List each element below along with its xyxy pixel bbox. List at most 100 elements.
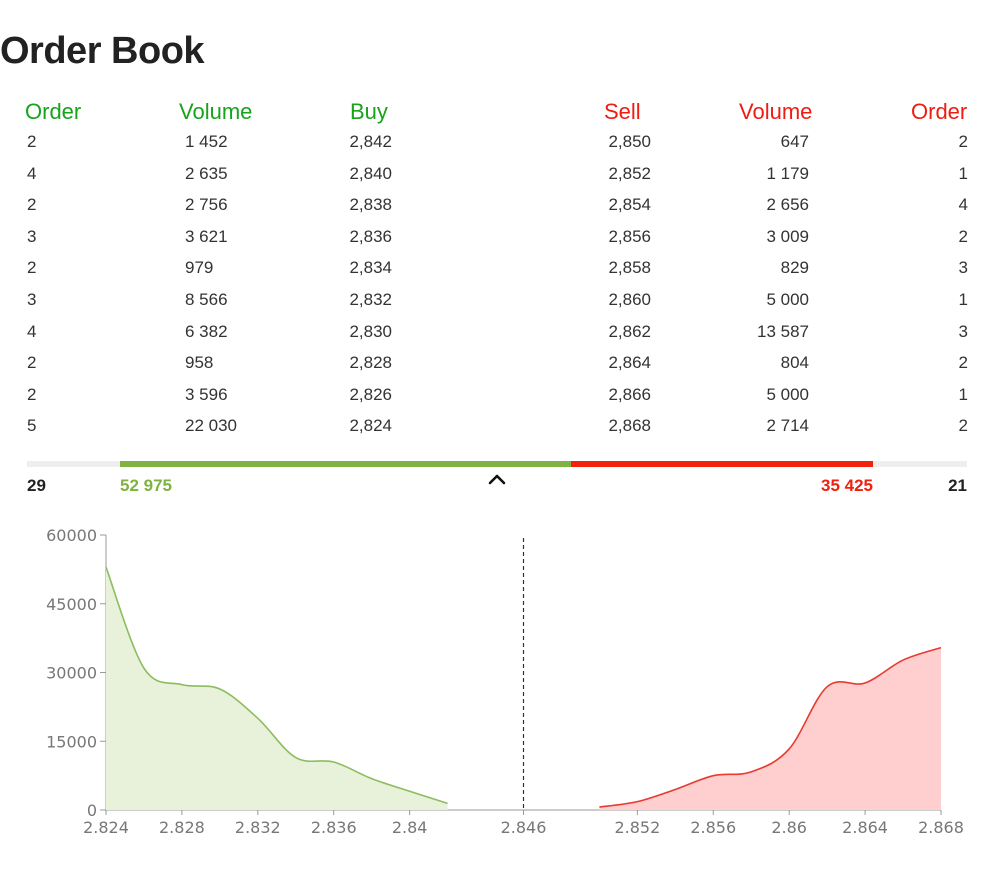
chevron-up-icon (488, 474, 506, 485)
buy-order-count: 2 (27, 384, 37, 404)
buy-order-count: 4 (27, 163, 37, 183)
sell-price: 2,866 (608, 384, 651, 404)
depth-chart: 0 15000 30000 45000 60000 2.824 2.828 2.832 2.83… (46, 526, 964, 837)
x-tick-label: 2.824 (83, 818, 129, 837)
buy-order-count: 2 (27, 195, 37, 215)
buy-price-header[interactable]: Buy (350, 99, 388, 124)
buy-price: 2,840 (349, 163, 392, 183)
x-tick-label: 2.828 (159, 818, 205, 837)
buy-order-count: 3 (27, 226, 37, 246)
buy-order-count: 2 (27, 258, 37, 278)
y-tick-label: 0 (87, 801, 97, 820)
buy-order-count: 5 (27, 416, 37, 436)
order-book-table: 2 1 452 2,842 2,850 647 2 4 2 635 2,840 … (0, 127, 1000, 443)
sell-volume: 2 714 (766, 416, 809, 436)
total-sell-volume: 35 425 (821, 476, 873, 495)
buy-price: 2,836 (349, 226, 392, 246)
sell-price-header[interactable]: Sell (604, 99, 641, 124)
sell-order-count: 1 (958, 289, 968, 309)
buy-price: 2,826 (349, 384, 392, 404)
sell-depth-line (599, 646, 942, 808)
table-row[interactable]: 3 3 621 2,836 2,856 3 009 2 (0, 222, 1000, 254)
y-tick-label: 15000 (46, 732, 97, 751)
sell-order-count: 4 (958, 195, 968, 215)
sell-volume: 13 587 (757, 321, 809, 341)
total-buy-volume: 52 975 (120, 476, 172, 495)
sell-order-count: 3 (958, 321, 968, 341)
sell-price: 2,858 (608, 258, 651, 278)
table-row[interactable]: 2 979 2,834 2,858 829 3 (0, 253, 1000, 285)
buy-depth-area (106, 567, 448, 810)
sell-volume: 5 000 (766, 384, 809, 404)
table-row[interactable]: 2 1 452 2,842 2,850 647 2 (0, 127, 1000, 159)
buy-order-count: 2 (27, 353, 37, 373)
table-row[interactable]: 2 3 596 2,826 2,866 5 000 1 (0, 380, 1000, 412)
sell-volume-header[interactable]: Volume (739, 99, 813, 124)
buy-order-count: 2 (27, 132, 37, 151)
buy-order-header[interactable]: Order (25, 99, 82, 124)
buy-price: 2,842 (349, 132, 392, 151)
x-tick-label: 2.864 (842, 818, 888, 837)
table-row[interactable]: 2 958 2,828 2,864 804 2 (0, 348, 1000, 380)
collapse-toggle-button[interactable] (484, 470, 510, 490)
sell-order-header[interactable]: Order (911, 99, 968, 124)
sell-order-count: 3 (958, 258, 968, 278)
buy-order-count: 3 (27, 289, 37, 309)
sell-order-count: 1 (958, 163, 968, 183)
buy-volume-bar (120, 461, 572, 467)
sell-price: 2,856 (608, 226, 651, 246)
page-title: Order Book (0, 30, 205, 72)
table-row[interactable]: 5 22 030 2,824 2,868 2 714 2 (0, 411, 1000, 443)
buy-volume: 3 621 (185, 226, 228, 246)
sell-volume: 829 (780, 258, 809, 278)
x-tick-label: 2.852 (614, 818, 660, 837)
buy-price: 2,830 (349, 321, 392, 341)
x-tick-label: 2.86 (771, 818, 807, 837)
y-tick-label: 30000 (46, 664, 97, 683)
buy-volume: 958 (185, 353, 214, 373)
x-tick-label: 2.846 (501, 818, 547, 837)
table-row[interactable]: 3 8 566 2,832 2,860 5 000 1 (0, 285, 1000, 317)
sell-price: 2,854 (608, 195, 651, 215)
sell-volume: 5 000 (766, 289, 809, 309)
total-sell-orders: 21 (948, 476, 967, 495)
sell-price: 2,850 (608, 132, 651, 151)
buy-price: 2,838 (349, 195, 392, 215)
buy-volume: 1 452 (185, 132, 228, 151)
x-tick-label: 2.84 (392, 818, 428, 837)
sell-volume: 804 (780, 353, 809, 373)
buy-volume: 979 (185, 258, 214, 278)
sell-order-count: 2 (958, 132, 968, 151)
buy-price: 2,832 (349, 289, 392, 309)
buy-volume: 3 596 (185, 384, 228, 404)
buy-volume-header[interactable]: Volume (179, 99, 253, 124)
buy-volume: 2 756 (185, 195, 228, 215)
sell-volume: 3 009 (766, 226, 809, 246)
sell-volume: 2 656 (766, 195, 809, 215)
sell-volume-bar (571, 461, 873, 467)
buy-volume: 22 030 (185, 416, 237, 436)
buy-price: 2,828 (349, 353, 392, 373)
table-row[interactable]: 2 2 756 2,838 2,854 2 656 4 (0, 190, 1000, 222)
sell-depth-area (599, 647, 941, 810)
table-row[interactable]: 4 2 635 2,840 2,852 1 179 1 (0, 159, 1000, 191)
buy-depth-line (105, 566, 448, 805)
sell-order-count: 1 (958, 384, 968, 404)
table-row[interactable]: 4 6 382 2,830 2,862 13 587 3 (0, 317, 1000, 349)
sell-price: 2,864 (608, 353, 651, 373)
sell-price: 2,868 (608, 416, 651, 436)
sell-order-count: 2 (958, 416, 968, 436)
buy-price: 2,824 (349, 416, 392, 436)
x-tick-label: 2.856 (690, 818, 736, 837)
x-tick-label: 2.836 (311, 818, 357, 837)
buy-price: 2,834 (349, 258, 392, 278)
sell-price: 2,860 (608, 289, 651, 309)
buy-volume: 2 635 (185, 163, 228, 183)
buy-volume: 6 382 (185, 321, 228, 341)
sell-price: 2,862 (608, 321, 651, 341)
buy-order-count: 4 (27, 321, 37, 341)
sell-price: 2,852 (608, 163, 651, 183)
x-tick-label: 2.832 (235, 818, 281, 837)
y-tick-label: 60000 (46, 526, 97, 545)
sell-volume: 1 179 (766, 163, 809, 183)
